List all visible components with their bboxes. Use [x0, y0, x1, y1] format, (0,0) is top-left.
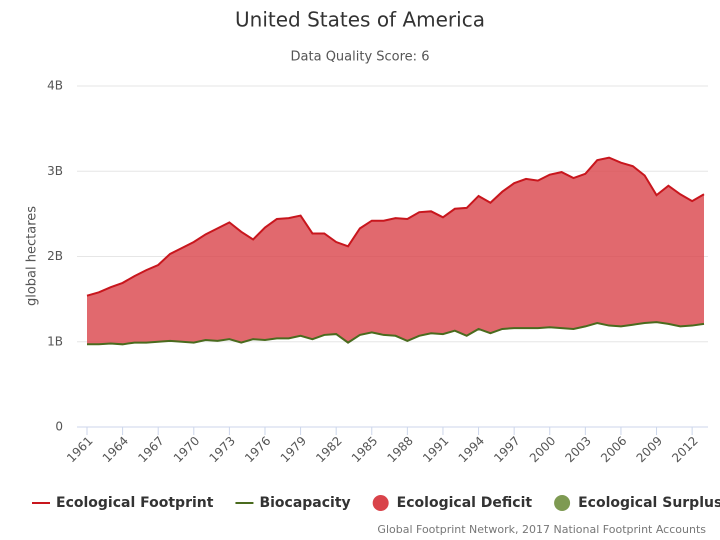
x-tick-label: 1961 [64, 434, 95, 465]
y-axis-label: global hectares [25, 206, 40, 306]
x-tick-label: 1976 [242, 434, 273, 465]
legend-label: Ecological Footprint [56, 495, 214, 511]
x-tick-label: 2006 [598, 434, 629, 465]
legend-marker [554, 495, 571, 511]
legend-label: Ecological Surplus [578, 495, 720, 511]
x-tick-label: 2000 [527, 434, 558, 465]
credits: Global Footprint Network, 2017 National … [377, 523, 706, 536]
x-tick-label: 2012 [669, 434, 700, 465]
y-tick-label: 1B [47, 334, 63, 348]
x-tick-label: 1994 [456, 434, 487, 465]
y-tick-label: 3B [47, 164, 63, 178]
series-line [86, 156, 705, 297]
x-tick-label: 1964 [100, 434, 131, 465]
y-tick-label: 0 [55, 420, 63, 434]
x-tick-label: 1970 [171, 434, 202, 465]
chart-title: United States of America [235, 8, 485, 32]
x-tick-label: 2009 [634, 434, 665, 465]
y-tick-label: 2B [47, 249, 63, 263]
x-tick-label: 1991 [420, 434, 451, 465]
x-tick-label: 1979 [278, 434, 309, 465]
x-tick-label: 1973 [206, 434, 237, 465]
legend-label: Biocapacity [259, 495, 350, 511]
x-tick-label: 1997 [491, 434, 522, 465]
series-line [87, 321, 705, 346]
x-tick-label: 1967 [135, 434, 166, 465]
x-tick-label: 2003 [562, 434, 593, 465]
deficit-area [87, 157, 704, 345]
chart-subtitle: Data Quality Score: 6 [291, 50, 430, 65]
x-tick-label: 1988 [384, 434, 415, 465]
legend-label: Ecological Deficit [397, 495, 533, 511]
x-tick-label: 1985 [349, 434, 380, 465]
y-tick-label: 4B [47, 79, 63, 93]
x-tick-label: 1982 [313, 434, 344, 465]
legend-marker [372, 495, 389, 511]
